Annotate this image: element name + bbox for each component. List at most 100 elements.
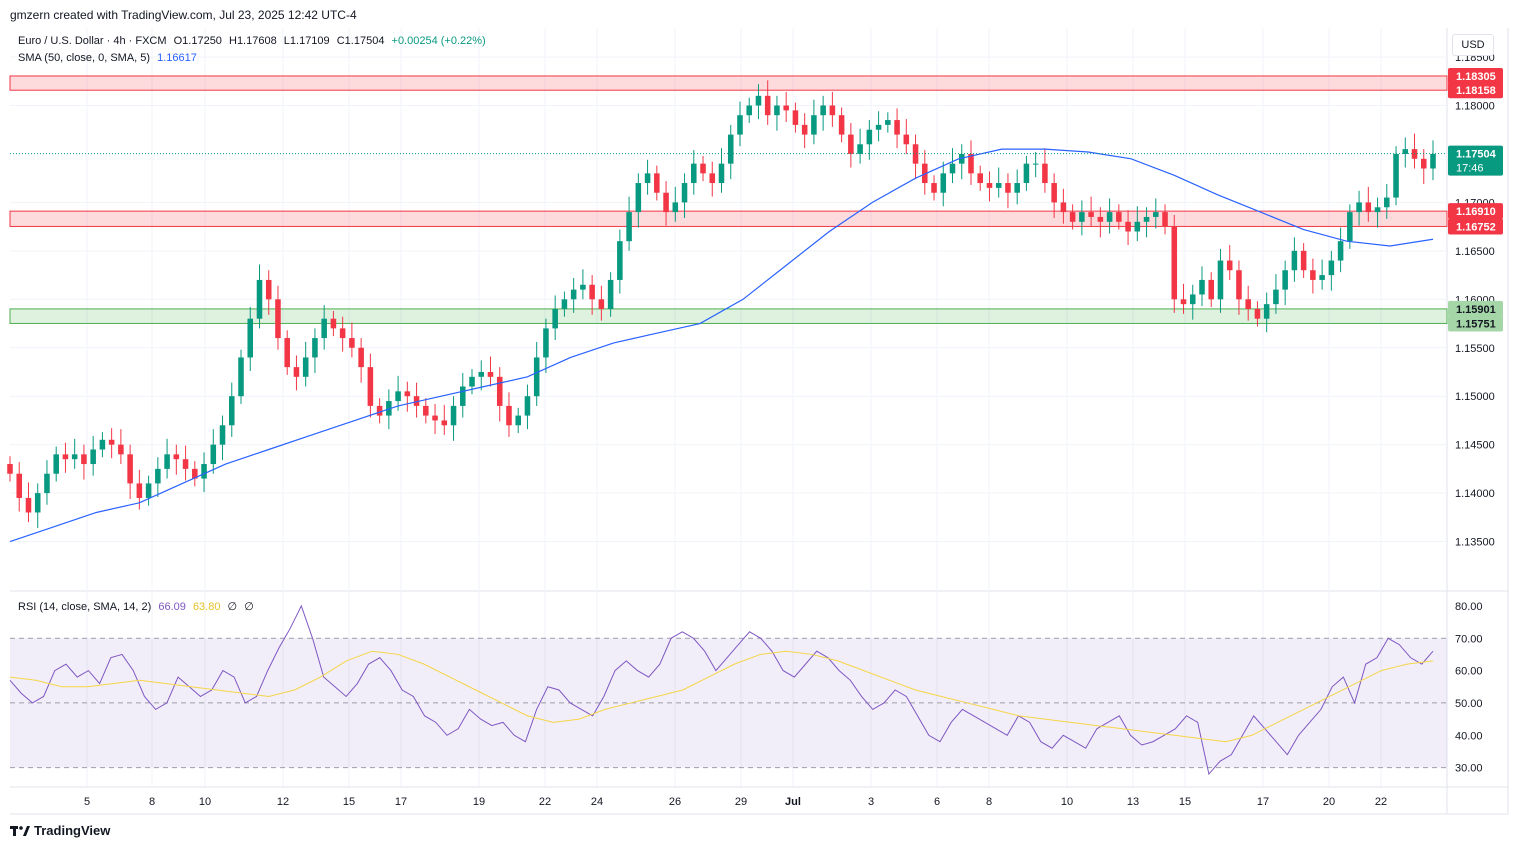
candle-body [543, 328, 549, 358]
price-label-box [1448, 82, 1503, 99]
candle-body [1365, 202, 1372, 213]
time-tick-label: 15 [1179, 796, 1191, 808]
candle-body [219, 425, 226, 445]
candle-body [912, 144, 919, 164]
time-tick-label: 29 [735, 796, 747, 808]
candle-body [90, 449, 96, 465]
rsi-extra-2: ∅ [244, 601, 254, 613]
sma-label: SMA (50, close, 0, SMA, 5) [18, 52, 151, 64]
candle-body [1106, 212, 1113, 222]
candle-body [820, 105, 826, 116]
candle-body [1116, 212, 1122, 222]
rsi-tick-label: 30.00 [1455, 763, 1483, 775]
candle-body [302, 357, 309, 377]
candle-body [339, 328, 346, 339]
time-tick-label: 10 [1061, 796, 1073, 808]
candle-body [894, 120, 900, 135]
candle-body [1180, 299, 1187, 305]
candle-body [469, 376, 475, 387]
candle-body [386, 401, 392, 416]
time-tick-label: 8 [986, 796, 992, 808]
candle-body [663, 192, 669, 213]
time-tick-label: 6 [934, 796, 940, 808]
candle-body [349, 338, 355, 348]
candle-body [423, 405, 429, 416]
candle-body [644, 173, 651, 184]
price-tick-label: 1.15500 [1455, 343, 1495, 355]
candle-body [635, 183, 642, 213]
price-label-countdown: 17:46 [1456, 163, 1484, 175]
candle-body [1319, 275, 1325, 280]
time-tick-label: 22 [539, 796, 551, 808]
rsi-tick-label: 70.00 [1455, 633, 1483, 645]
candle-body [533, 357, 540, 397]
candle-body [1337, 241, 1344, 261]
candle-body [210, 444, 217, 465]
time-tick-label: 17 [395, 796, 407, 808]
candle-body [1263, 304, 1270, 319]
candle-body [136, 483, 143, 498]
candle-body [783, 105, 789, 111]
candle-body [589, 284, 595, 300]
price-tick-label: 1.13500 [1455, 537, 1495, 549]
zone-resistance [9, 75, 1448, 91]
time-tick-label: Jul [785, 796, 801, 808]
price-tick-label: 1.18000 [1455, 101, 1495, 113]
candle-body [1310, 270, 1316, 280]
candle-body [1051, 183, 1057, 203]
candle-body [727, 134, 734, 164]
sma-value: 1.16617 [157, 52, 197, 64]
price-label-text: 1.16752 [1456, 221, 1496, 233]
candle-body [118, 444, 124, 455]
candle-body [598, 299, 605, 309]
candle-body [681, 183, 688, 203]
symbol-title[interactable]: Euro / U.S. Dollar · 4h · FXCM [18, 35, 167, 47]
time-tick-label: 12 [277, 796, 289, 808]
candle-body [654, 173, 660, 193]
candle-body [700, 163, 706, 174]
rsi-legend[interactable]: RSI (14, close, SMA, 14, 2) 66.09 63.80 … [18, 600, 258, 613]
ohlc-close: C1.17504 [336, 35, 385, 47]
rsi-label: RSI (14, close, SMA, 14, 2) [18, 601, 152, 613]
candle-body [1014, 183, 1020, 193]
candle-body [1384, 197, 1390, 208]
candle-body [1088, 212, 1094, 217]
candle-body [995, 183, 1002, 188]
candle-body [885, 120, 891, 125]
candle-body [672, 202, 679, 213]
candle-body [552, 309, 558, 329]
candle-body [1374, 207, 1381, 213]
price-label-box [1448, 300, 1503, 317]
candle-body [811, 115, 817, 135]
price-label-box [1448, 203, 1503, 220]
candle-body [330, 318, 337, 329]
price-label-text: 1.18305 [1456, 71, 1496, 83]
sma-legend[interactable]: SMA (50, close, 0, SMA, 5) 1.16617 [18, 52, 201, 64]
price-tick-label: 1.14000 [1455, 488, 1495, 500]
candle-body [977, 173, 983, 184]
candle-body [99, 439, 106, 450]
candle-body [792, 110, 799, 125]
candle-body [1097, 216, 1104, 222]
price-label-text: 1.15901 [1456, 304, 1496, 316]
candle-body [1153, 212, 1159, 217]
candle-body [478, 371, 485, 377]
candle-body [108, 439, 115, 445]
candle-body [709, 173, 716, 184]
candle-body [1226, 260, 1233, 271]
candle-body [1162, 212, 1168, 227]
candle-body [1143, 216, 1150, 222]
candle-body [1328, 260, 1335, 276]
candle-body [25, 497, 32, 513]
candle-body [1430, 153, 1436, 169]
candle-body [1245, 299, 1251, 309]
candle-body [238, 357, 244, 397]
time-tick-label: 10 [199, 796, 211, 808]
candle-body [367, 367, 374, 406]
rsi-tick-label: 80.00 [1455, 601, 1483, 613]
candle-body [358, 347, 364, 368]
currency-selector[interactable]: USD [1452, 34, 1494, 56]
candle-body [7, 464, 13, 474]
tradingview-brand[interactable]: TradingView [10, 823, 110, 838]
